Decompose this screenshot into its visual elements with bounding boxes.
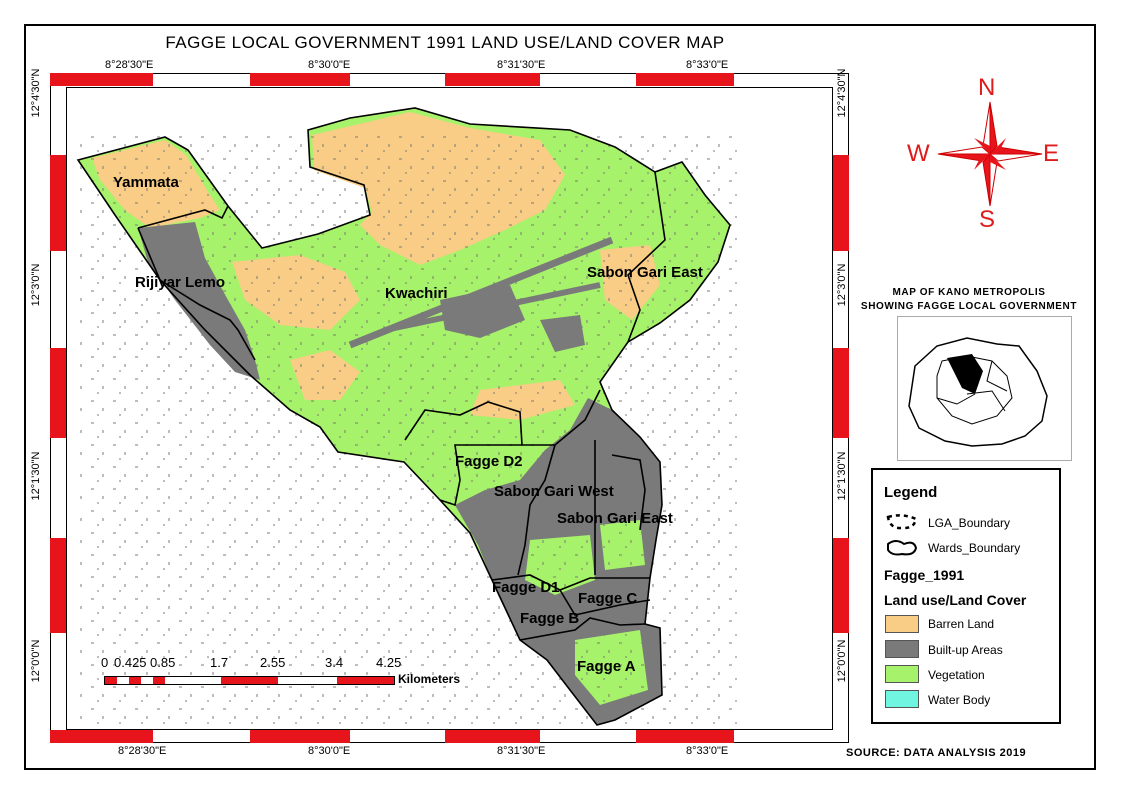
wards-boundary-symbol xyxy=(887,540,918,556)
legend-box xyxy=(871,468,1061,724)
legend-label-barren: Barren Land xyxy=(928,617,995,631)
inset-title-line1: MAP OF KANO METROPOLIS xyxy=(892,287,1046,298)
legend-wards-boundary: Wards_Boundary xyxy=(928,541,1021,555)
legend-field-name: Land use/Land Cover xyxy=(884,592,1027,608)
legend-swatch-water xyxy=(885,690,919,708)
scale-bar xyxy=(104,676,395,685)
coord-bottom-4: 8°33'0"E xyxy=(686,745,729,757)
legend-lga-boundary: LGA_Boundary xyxy=(928,516,1011,530)
ward-label-fagge-b: Fagge B xyxy=(520,610,580,627)
legend-label-vegetation: Vegetation xyxy=(928,668,985,682)
coord-bottom-2: 8°30'0"E xyxy=(308,745,351,757)
outer-border xyxy=(24,24,1096,770)
lga-boundary-symbol xyxy=(886,514,918,530)
ward-label-fagge-d2: Fagge D2 xyxy=(455,453,523,470)
ward-label-fagge-d1: Fagge D1 xyxy=(492,579,560,596)
scale-label-5: 3.4 xyxy=(325,655,344,670)
frame-ticks xyxy=(50,73,849,743)
scale-label-4: 2.55 xyxy=(260,655,286,670)
scale-label-6: 4.25 xyxy=(376,655,402,670)
scale-label-1: 0.425 xyxy=(114,655,147,670)
north-arrow xyxy=(937,101,1043,207)
inset-map xyxy=(908,337,1048,447)
ward-label-yammata: Yammata xyxy=(113,174,179,191)
legend-layer-name: Fagge_1991 xyxy=(884,567,965,583)
legend-title: Legend xyxy=(884,484,938,501)
ward-label-sabon-gari-east-south: Sabon Gari East xyxy=(557,510,673,527)
west-label: W xyxy=(907,140,930,167)
scale-label-0: 0 xyxy=(101,655,109,670)
coord-bottom-3: 8°31'30"E xyxy=(497,745,546,757)
legend-swatch-builtup xyxy=(885,640,919,658)
legend-label-water: Water Body xyxy=(928,693,991,707)
legend-label-builtup: Built-up Areas xyxy=(928,643,1003,657)
inset-title-line2: SHOWING FAGGE LOCAL GOVERNMENT xyxy=(860,301,1078,312)
ward-label-rijiyar-lemo: Rijiyar Lemo xyxy=(135,274,226,291)
legend-swatch-barren xyxy=(885,615,919,633)
ward-label-sabon-gari-east-north: Sabon Gari East xyxy=(587,264,703,281)
scale-label-2: 0.85 xyxy=(150,655,176,670)
map-title: FAGGE LOCAL GOVERNMENT 1991 LAND USE/LAN… xyxy=(165,33,725,52)
ward-label-kwachiri: Kwachiri xyxy=(385,285,448,302)
ward-boundaries xyxy=(76,107,731,726)
ward-label-fagge-c: Fagge C xyxy=(578,590,638,607)
east-label: E xyxy=(1043,140,1060,167)
builtup-speckle xyxy=(78,130,738,730)
inset-title: MAP OF KANO METROPOLIS SHOWING FAGGE LOC… xyxy=(850,286,1088,314)
north-label: N xyxy=(978,74,996,101)
ward-label-fagge-a: Fagge A xyxy=(577,658,636,675)
coord-top-2: 8°30'0"E xyxy=(308,59,351,71)
source-note: SOURCE: DATA ANALYSIS 2019 xyxy=(846,747,1027,759)
inset-frame xyxy=(897,316,1072,461)
coord-top-1: 8°28'30"E xyxy=(105,59,154,71)
scale-unit: Kilometers xyxy=(398,672,461,686)
ward-label-sabon-gari-west: Sabon Gari West xyxy=(494,483,614,500)
legend-swatch-vegetation xyxy=(885,665,919,683)
south-label: S xyxy=(979,206,996,233)
coord-top-3: 8°31'30"E xyxy=(497,59,546,71)
scale-label-3: 1.7 xyxy=(210,655,229,670)
coord-top-4: 8°33'0"E xyxy=(686,59,729,71)
coord-bottom-1: 8°28'30"E xyxy=(118,745,167,757)
